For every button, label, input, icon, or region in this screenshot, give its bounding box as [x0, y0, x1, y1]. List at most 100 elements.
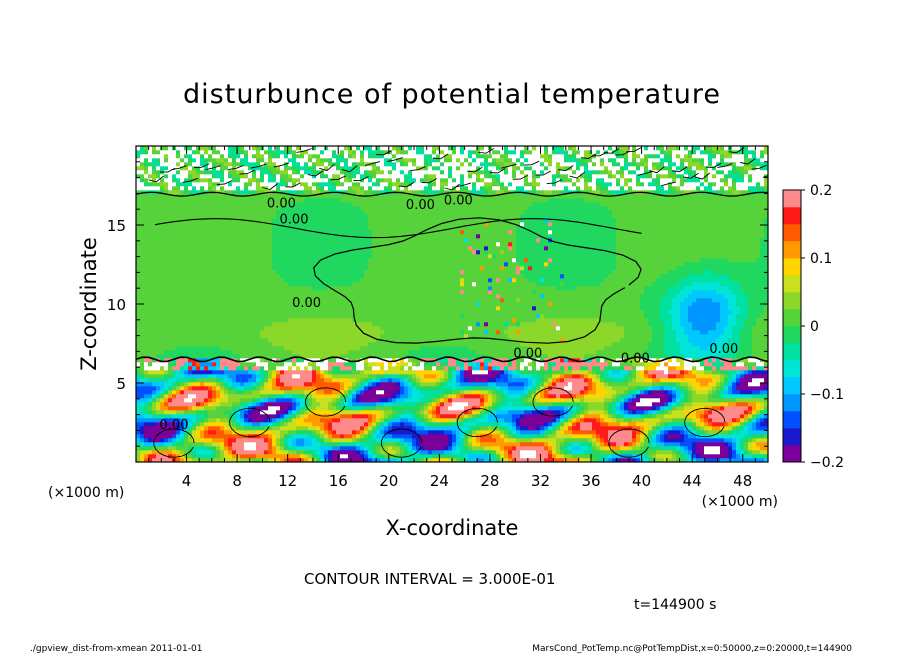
- field-cell: [544, 350, 549, 355]
- field-cell: [188, 402, 193, 407]
- field-cell: [604, 446, 609, 451]
- field-cell: [444, 406, 449, 411]
- field-cell: [176, 446, 181, 451]
- field-cell: [204, 434, 209, 439]
- field-cell: [236, 354, 241, 359]
- field-cell: [628, 450, 633, 455]
- field-cell: [316, 354, 321, 359]
- field-cell: [488, 366, 493, 371]
- field-cell: [436, 454, 441, 459]
- field-cell: [484, 342, 489, 347]
- field-cell: [764, 354, 768, 359]
- field-cell: [740, 386, 745, 391]
- field-cell: [480, 458, 485, 462]
- field-cell: [272, 370, 277, 375]
- field-cell: [420, 394, 425, 399]
- field-cell: [340, 398, 345, 403]
- field-cell: [676, 434, 681, 439]
- field-cell: [416, 430, 421, 435]
- field-cell: [740, 374, 745, 379]
- field-cell: [328, 458, 333, 462]
- field-cell: [560, 398, 565, 403]
- field-cell: [740, 378, 745, 383]
- field-cell: [244, 406, 249, 411]
- field-cell: [560, 458, 565, 462]
- field-cell: [460, 414, 465, 419]
- field-cell: [156, 366, 161, 371]
- field-cell: [652, 406, 657, 411]
- field-cell: [168, 354, 173, 359]
- field-cell: [560, 370, 565, 375]
- field-cell: [428, 434, 433, 439]
- field-cell: [488, 418, 493, 423]
- field-cell: [472, 338, 477, 343]
- field-cell: [412, 422, 417, 427]
- field-cell: [224, 398, 229, 403]
- field-cell: [604, 382, 609, 387]
- field-cell: [492, 374, 497, 379]
- field-cell: [612, 446, 617, 451]
- field-cell: [584, 398, 589, 403]
- field-cell: [472, 454, 477, 459]
- field-cell: [236, 430, 241, 435]
- field-cell: [740, 430, 745, 435]
- field-cell: [256, 402, 261, 407]
- field-cell: [480, 390, 485, 395]
- field-cell: [400, 346, 405, 351]
- field-cell: [292, 378, 297, 383]
- field-cell: [200, 362, 205, 367]
- field-cell: [164, 442, 169, 447]
- field-cell: [252, 426, 257, 431]
- field-cell: [556, 430, 561, 435]
- field-cell: [152, 390, 157, 395]
- field-cell: [508, 406, 513, 411]
- field-cell: [568, 458, 573, 462]
- field-cell: [752, 362, 757, 367]
- field-cell: [136, 362, 141, 367]
- field-cell: [528, 450, 533, 455]
- field-cell: [336, 358, 341, 363]
- field-cell: [336, 438, 341, 443]
- field-cell: [484, 350, 489, 355]
- field-cell: [364, 422, 369, 427]
- field-cell: [488, 338, 493, 343]
- field-cell: [476, 434, 481, 439]
- field-cell: [240, 430, 245, 435]
- field-cell: [744, 366, 749, 371]
- field-cell: [628, 346, 633, 351]
- field-cell: [712, 354, 717, 359]
- field-cell: [764, 434, 768, 439]
- field-cell: [220, 418, 225, 423]
- field-cell: [448, 398, 453, 403]
- field-cell: [504, 458, 509, 462]
- field-cell: [644, 362, 649, 367]
- field-cell: [392, 402, 397, 407]
- field-cell: [700, 346, 705, 351]
- field-cell: [676, 442, 681, 447]
- field-cell: [332, 406, 337, 411]
- field-cell: [580, 354, 585, 359]
- field-cell: [608, 406, 613, 411]
- field-cell: [548, 418, 553, 423]
- field-cell: [156, 438, 161, 443]
- field-cell: [268, 434, 273, 439]
- field-cell: [144, 422, 149, 427]
- field-cell: [312, 366, 317, 371]
- field-cell: [296, 354, 301, 359]
- field-cell: [396, 366, 401, 371]
- field-cell: [292, 434, 297, 439]
- field-cell: [708, 362, 713, 367]
- field-cell: [248, 354, 253, 359]
- field-cell: [308, 362, 313, 367]
- field-cell: [356, 410, 361, 415]
- field-cell: [388, 454, 393, 459]
- field-cell: [748, 410, 753, 415]
- field-cell: [184, 434, 189, 439]
- field-cell: [388, 434, 393, 439]
- field-cell: [640, 378, 645, 383]
- field-cell: [592, 450, 597, 455]
- field-cell: [384, 362, 389, 367]
- field-cell: [720, 422, 725, 427]
- field-cell: [516, 374, 521, 379]
- field-cell: [304, 370, 309, 375]
